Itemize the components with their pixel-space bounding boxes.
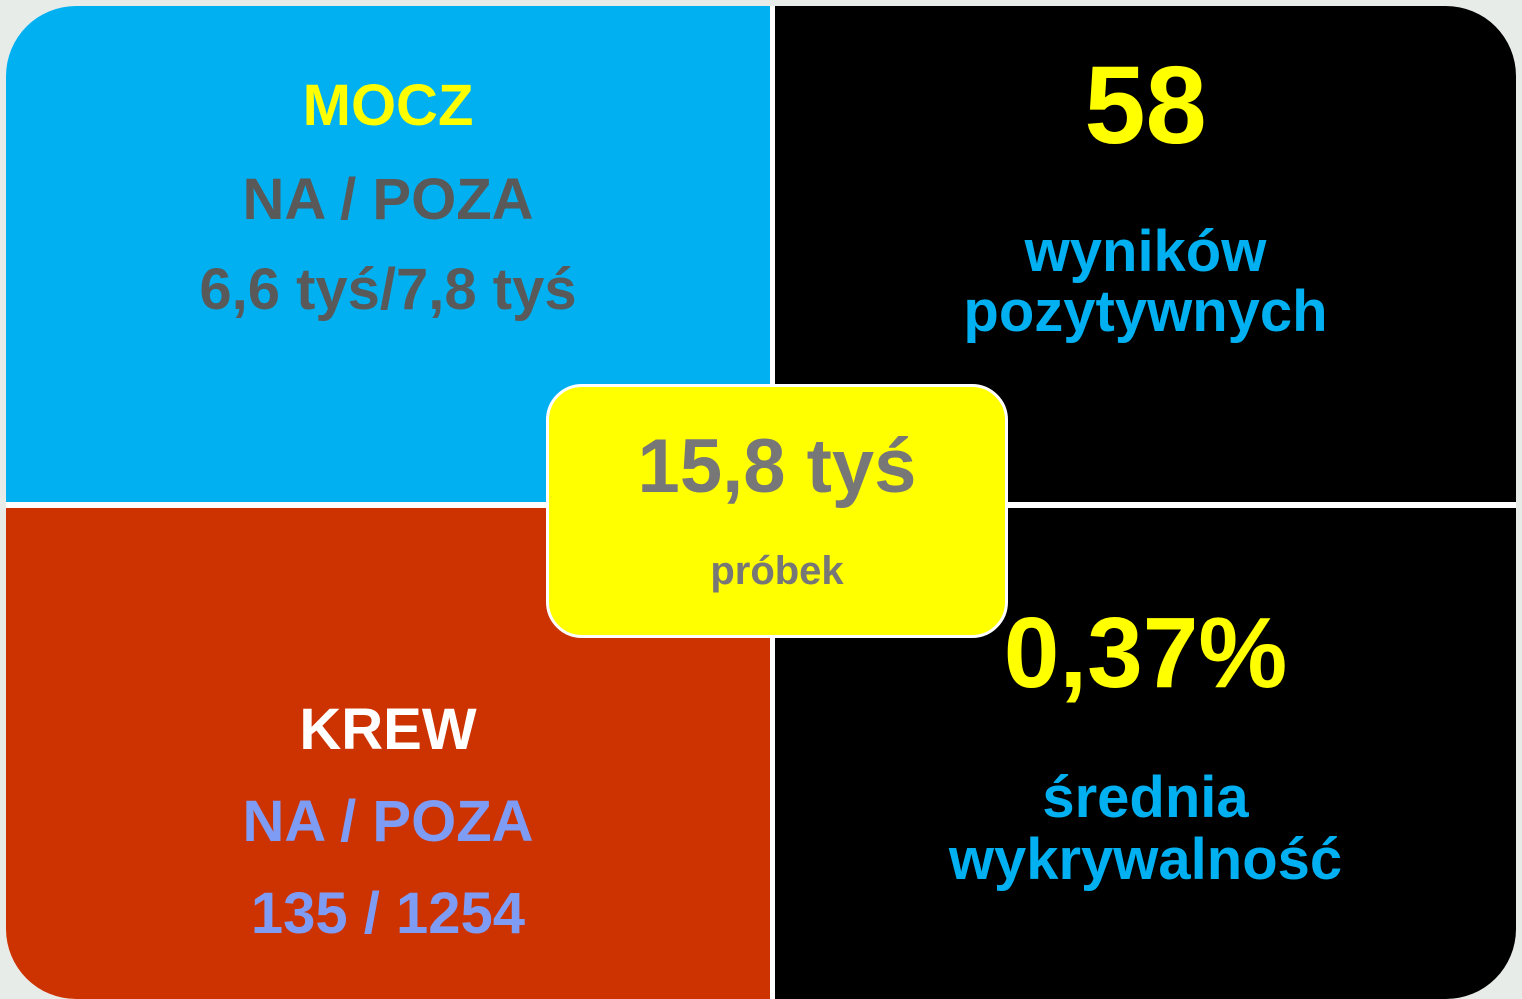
value: 135 / 1254: [250, 881, 526, 946]
caption: średnia: [1042, 765, 1249, 830]
value: 58: [1084, 44, 1207, 167]
title: MOCZ: [302, 73, 474, 138]
detection-panel: 0,37% średnia wykrywalność: [775, 508, 1516, 999]
total-box: 15,8 tyś próbek: [546, 384, 1008, 638]
urine-panel: MOCZ NA / POZA 6,6 tyś/7,8 tyś: [6, 6, 770, 502]
value: 6,6 tyś/7,8 tyś: [199, 257, 577, 322]
value: 15,8 tyś: [637, 424, 917, 509]
dashboard: MOCZ NA / POZA 6,6 tyś/7,8 tyś 58 wynikó…: [6, 6, 1516, 999]
subtitle: NA / POZA: [242, 167, 534, 232]
title: KREW: [299, 697, 477, 762]
subtitle: NA / POZA: [242, 789, 534, 854]
caption: próbek: [710, 549, 844, 593]
caption: pozytywnych: [963, 279, 1328, 344]
caption: wykrywalność: [948, 827, 1343, 892]
caption: wyników: [1024, 219, 1267, 284]
value: 0,37%: [1003, 597, 1288, 709]
